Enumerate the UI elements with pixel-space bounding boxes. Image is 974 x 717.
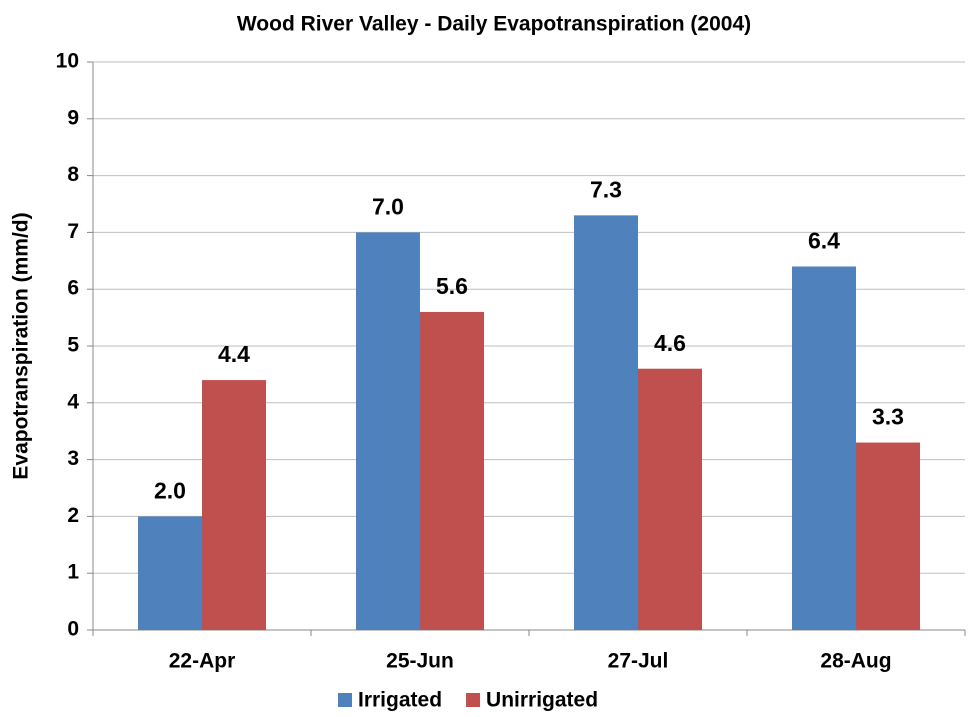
value-label: 2.0 [154,477,186,503]
y-tick-label: 8 [67,163,79,186]
legend-label: Irrigated [358,689,442,712]
value-label: 7.3 [590,176,622,202]
x-tick-label: 22-Apr [169,650,236,673]
y-tick-label: 10 [56,50,79,73]
value-label: 4.6 [654,330,686,356]
y-tick-label: 0 [67,618,79,641]
bar [638,368,702,630]
legend-swatch [466,693,481,707]
y-tick-label: 9 [67,106,79,129]
value-label: 6.4 [808,228,840,254]
y-axis-label: Evapotranspiration (mm/d) [10,212,33,479]
bar [574,215,638,631]
x-tick-label: 25-Jun [386,650,454,673]
x-tick-label: 28-Aug [820,650,891,673]
y-tick-label: 7 [67,220,79,243]
y-tick-label: 5 [67,334,79,357]
legend-swatch [338,693,352,707]
value-label: 4.4 [218,341,250,367]
value-label: 5.6 [436,273,468,299]
y-tick-label: 2 [67,504,79,527]
bar [792,266,856,630]
bar [420,311,484,630]
value-label: 7.0 [372,193,404,219]
y-tick-label: 6 [67,277,79,300]
bar [856,442,920,630]
chart-title: Wood River Valley - Daily Evapotranspira… [237,13,751,36]
bar [138,516,202,630]
y-tick-label: 3 [67,447,79,470]
x-tick-label: 27-Jul [608,650,669,673]
bar [202,380,266,630]
y-tick-label: 4 [67,390,79,413]
value-label: 3.3 [872,404,904,430]
legend-label: Unirrigated [486,689,598,712]
y-tick-label: 1 [67,561,79,584]
bar [356,232,420,630]
